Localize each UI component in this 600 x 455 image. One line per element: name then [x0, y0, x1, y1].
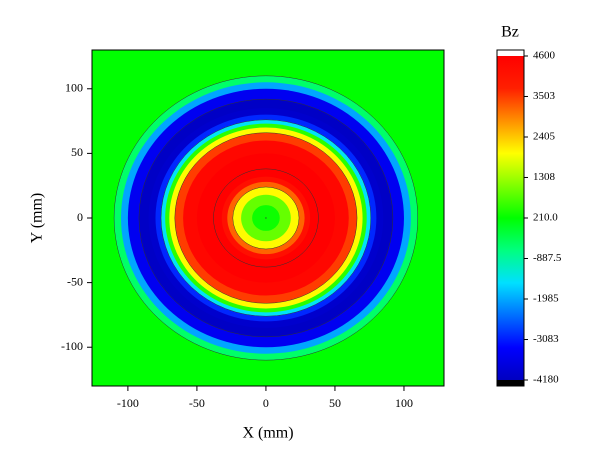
colorbar-over — [497, 50, 524, 56]
colorbar-under — [497, 380, 524, 386]
colorbar — [497, 56, 524, 380]
x-tick-label: 0 — [263, 396, 269, 410]
y-tick-label: -100 — [61, 339, 83, 353]
x-tick-label: -100 — [117, 396, 139, 410]
contour-area — [105, 68, 427, 368]
colorbar-tick-label: -887.5 — [533, 252, 562, 264]
y-tick-label: 50 — [71, 145, 83, 159]
y-tick-label: 0 — [77, 210, 83, 224]
colorbar-title: Bz — [501, 24, 519, 41]
x-tick-label: -50 — [189, 396, 205, 410]
contour-band — [265, 217, 267, 219]
y-tick-label: -50 — [67, 274, 83, 288]
colorbar-tick-label: 210.0 — [533, 212, 558, 224]
colorbar-tick-label: 1308 — [533, 171, 556, 183]
x-axis-label: X (mm) — [242, 425, 293, 442]
colorbar-tick-label: 3503 — [533, 90, 556, 102]
x-tick-label: 100 — [395, 396, 413, 410]
y-axis-label: Y (mm) — [29, 193, 46, 244]
colorbar-tick-label: 4600 — [533, 50, 556, 62]
colorbar-tick-label: -1985 — [533, 293, 559, 305]
x-tick-label: 50 — [329, 396, 341, 410]
colorbar-tick-label: -4180 — [533, 374, 559, 386]
colorbar-tick-label: -3083 — [533, 333, 559, 345]
colorbar-tick-label: 2405 — [533, 131, 556, 143]
y-tick-label: 100 — [65, 81, 83, 95]
